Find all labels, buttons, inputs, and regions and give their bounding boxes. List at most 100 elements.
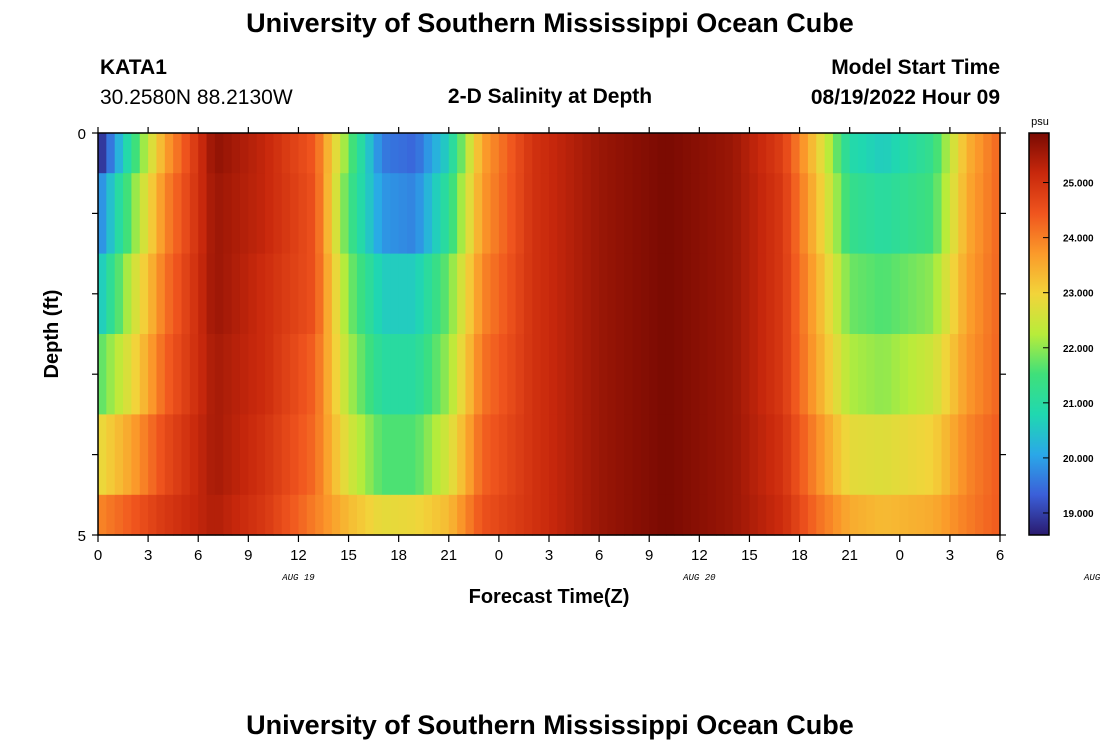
heatmap-cell xyxy=(315,334,325,415)
heatmap-cell xyxy=(933,253,943,335)
heatmap-cell xyxy=(690,173,700,255)
heatmap-cell xyxy=(206,173,216,255)
heatmap-cell xyxy=(599,253,609,335)
x-axis: 0 3 6 9 12 15 18 21 0 3 6 9 12 15 18 21 0 3 6 xyxy=(94,127,1004,564)
heatmap-cell xyxy=(281,253,291,335)
heatmap-cell xyxy=(239,133,249,174)
heatmap-cell xyxy=(649,253,659,335)
heatmap-cell xyxy=(749,133,759,174)
heatmap-cell xyxy=(432,173,442,255)
heatmap-cell xyxy=(607,173,617,255)
heatmap-cell xyxy=(832,334,842,415)
heatmap-cell xyxy=(674,133,684,174)
heatmap-cell xyxy=(248,133,258,174)
heatmap-cell xyxy=(281,173,291,255)
heatmap-cell xyxy=(340,334,350,415)
heatmap-cell xyxy=(532,494,542,536)
heatmap-cell xyxy=(958,414,968,496)
heatmap-cell xyxy=(540,133,550,174)
heatmap-cell xyxy=(640,173,650,255)
heatmap-cell xyxy=(640,334,650,415)
heatmap-cell xyxy=(398,494,408,536)
heatmap-cell xyxy=(958,253,968,335)
heatmap-cell xyxy=(231,494,241,536)
heatmap-cell xyxy=(457,494,467,536)
heatmap-cell xyxy=(173,173,183,255)
heatmap-cell xyxy=(515,173,525,255)
x-tick-label: 9 xyxy=(645,547,653,564)
heatmap-cell xyxy=(114,253,124,335)
heatmap-cell xyxy=(582,173,592,255)
heatmap-cell xyxy=(256,494,266,536)
heatmap-cell xyxy=(565,494,575,536)
heatmap-cell xyxy=(148,414,158,496)
heatmap-cell xyxy=(949,133,959,174)
heatmap-cell xyxy=(816,414,826,496)
heatmap-cell xyxy=(841,173,851,255)
heatmap-cell xyxy=(181,414,191,496)
heatmap-cell xyxy=(415,494,425,536)
heatmap-cell xyxy=(482,173,492,255)
heatmap-cell xyxy=(891,253,901,335)
heatmap-cell xyxy=(832,133,842,174)
heatmap-cell xyxy=(624,334,634,415)
heatmap-cell xyxy=(624,414,634,496)
heatmap-cell xyxy=(164,494,174,536)
heatmap-cell xyxy=(974,173,984,255)
model-start-time: 08/19/2022 Hour 09 xyxy=(810,86,1000,109)
footer-title: University of Southern Mississippi Ocean… xyxy=(246,710,854,740)
heatmap-cell xyxy=(757,133,767,174)
heatmap-cell xyxy=(540,253,550,335)
heatmap-cell xyxy=(883,334,893,415)
heatmap-cell xyxy=(348,334,358,415)
heatmap-cell xyxy=(256,133,266,174)
heatmap-cell xyxy=(657,173,667,255)
colorbar-unit: psu xyxy=(1031,116,1049,128)
heatmap-cell xyxy=(590,253,600,335)
heatmap-cell xyxy=(958,133,968,174)
heatmap-cell xyxy=(498,334,508,415)
heatmap-cell xyxy=(340,253,350,335)
heatmap-cell xyxy=(423,253,433,335)
heatmap-cell xyxy=(482,253,492,335)
heatmap-cell xyxy=(615,334,625,415)
heatmap-cell xyxy=(891,414,901,496)
heatmap-cell xyxy=(306,334,316,415)
heatmap-cell xyxy=(507,414,517,496)
heatmap-cell xyxy=(223,414,233,496)
heatmap-cell xyxy=(323,173,333,255)
heatmap-cell xyxy=(231,133,241,174)
heatmap-cell xyxy=(933,133,943,174)
heatmap-cell xyxy=(607,253,617,335)
heatmap-cell xyxy=(432,253,442,335)
heatmap-cell xyxy=(231,414,241,496)
heatmap-cell xyxy=(832,494,842,536)
heatmap-cell xyxy=(841,414,851,496)
heatmap-cell xyxy=(306,253,316,335)
heatmap-cell xyxy=(281,494,291,536)
y-axis-label: Depth (ft) xyxy=(41,290,63,379)
heatmap-cell xyxy=(749,334,759,415)
heatmap-cell xyxy=(941,173,951,255)
heatmap-cell xyxy=(799,133,809,174)
heatmap-cell xyxy=(198,253,208,335)
heatmap-cell xyxy=(98,133,107,174)
heatmap-cell xyxy=(582,494,592,536)
heatmap-cell xyxy=(189,133,199,174)
heatmap-cell xyxy=(807,494,817,536)
heatmap-cell xyxy=(816,334,826,415)
heatmap-cell xyxy=(983,133,993,174)
heatmap-cell xyxy=(540,173,550,255)
heatmap-cell xyxy=(632,133,642,174)
heatmap-cell xyxy=(866,494,876,536)
heatmap-cell xyxy=(440,173,450,255)
heatmap-cell xyxy=(724,414,734,496)
heatmap-cell xyxy=(565,133,575,174)
heatmap-cell xyxy=(816,133,826,174)
heatmap-cell xyxy=(699,334,709,415)
heatmap-cell xyxy=(741,334,751,415)
heatmap-cell xyxy=(373,494,383,536)
heatmap-cell xyxy=(532,253,542,335)
heatmap-cell xyxy=(131,133,141,174)
colorbar-gradient xyxy=(1028,132,1050,536)
